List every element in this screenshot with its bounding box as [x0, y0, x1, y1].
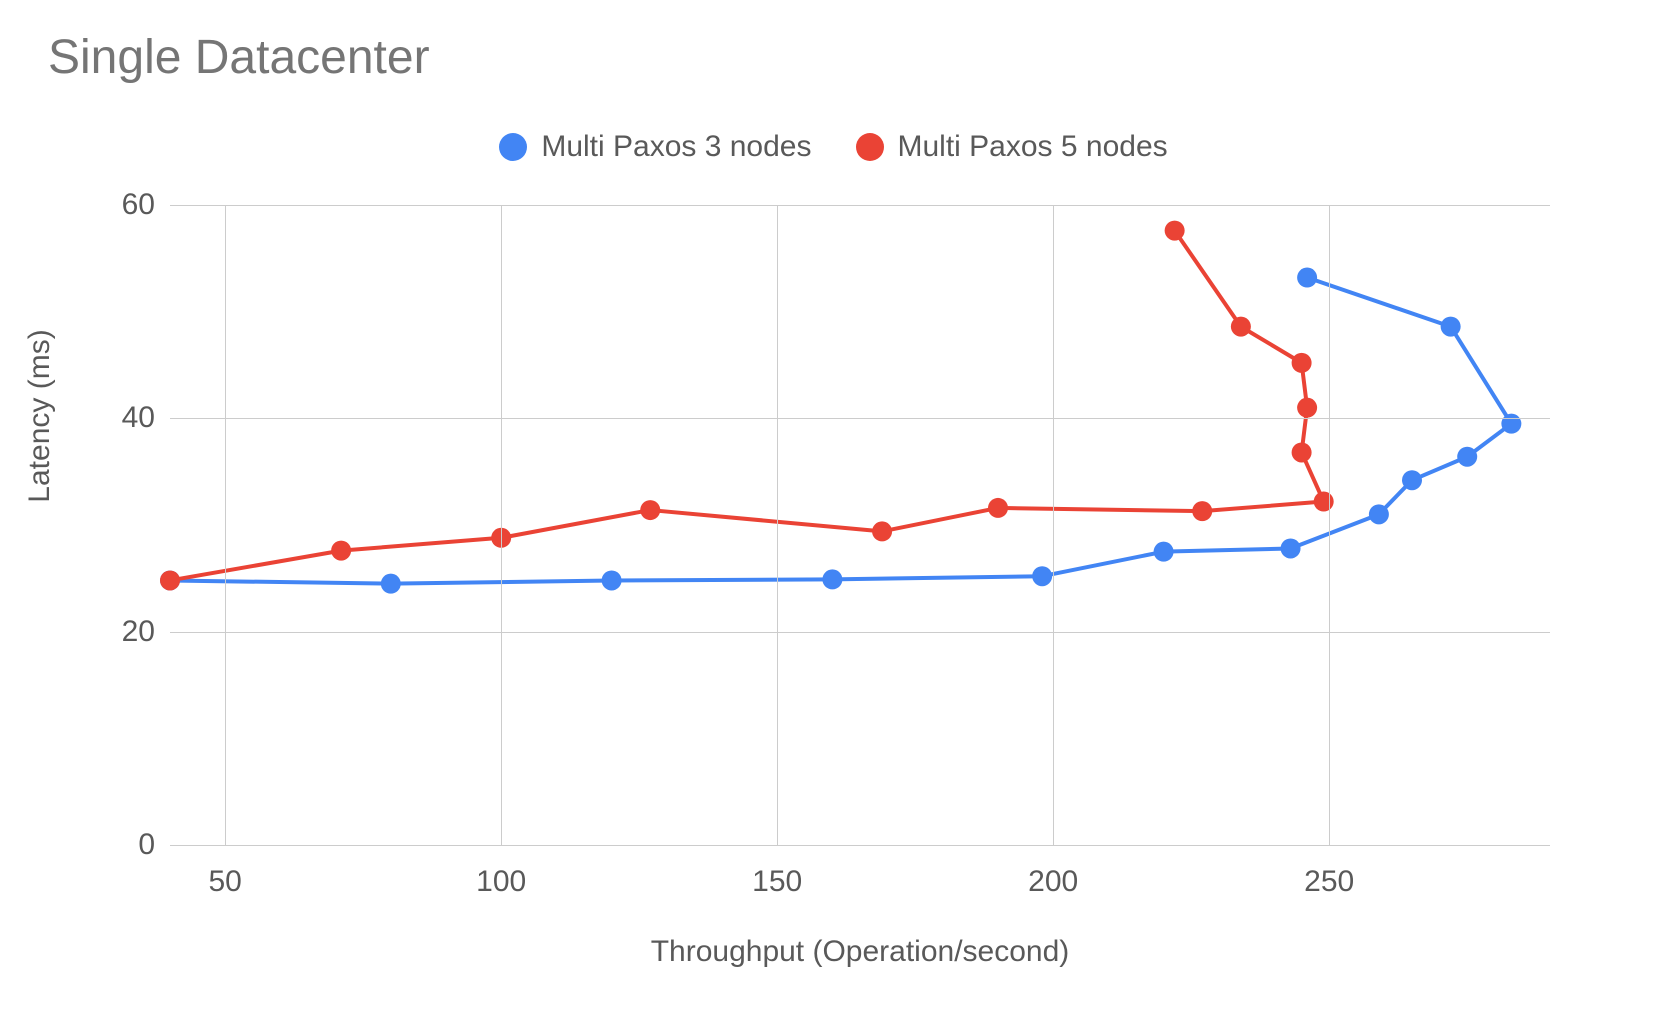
x-tick-label: 250: [1304, 865, 1354, 899]
grid-line-horizontal: [170, 205, 1550, 206]
data-point-marker: [872, 521, 892, 541]
legend-label: Multi Paxos 3 nodes: [541, 130, 811, 164]
x-tick-label: 50: [209, 865, 242, 899]
y-axis-title: Latency (ms): [23, 329, 57, 502]
data-point-marker: [1165, 221, 1185, 241]
plot-area: [170, 205, 1550, 845]
data-point-marker: [640, 500, 660, 520]
grid-line-vertical: [501, 205, 502, 845]
y-tick-label: 40: [95, 401, 155, 435]
data-point-marker: [331, 541, 351, 561]
y-tick-label: 20: [95, 615, 155, 649]
data-point-marker: [1292, 353, 1312, 373]
data-point-marker: [160, 570, 180, 590]
grid-line-horizontal: [170, 632, 1550, 633]
data-point-marker: [1457, 447, 1477, 467]
x-tick-label: 200: [1028, 865, 1078, 899]
x-tick-label: 100: [476, 865, 526, 899]
data-point-marker: [988, 498, 1008, 518]
grid-line-vertical: [777, 205, 778, 845]
data-point-marker: [1154, 542, 1174, 562]
grid-line-vertical: [225, 205, 226, 845]
data-point-marker: [1501, 414, 1521, 434]
data-point-marker: [1369, 504, 1389, 524]
chart-container: Single Datacenter Multi Paxos 3 nodesMul…: [0, 0, 1667, 1031]
grid-line-vertical: [1053, 205, 1054, 845]
data-point-marker: [1402, 470, 1422, 490]
data-point-marker: [1314, 492, 1334, 512]
grid-line-vertical: [1329, 205, 1330, 845]
data-point-marker: [602, 570, 622, 590]
data-point-marker: [1441, 317, 1461, 337]
chart-title: Single Datacenter: [48, 30, 430, 85]
data-point-marker: [1297, 268, 1317, 288]
series-line: [170, 278, 1511, 584]
data-point-marker: [1297, 398, 1317, 418]
series-line: [170, 231, 1324, 581]
data-point-marker: [1231, 317, 1251, 337]
x-tick-label: 150: [752, 865, 802, 899]
legend: Multi Paxos 3 nodes Multi Paxos 5 nodes: [0, 130, 1667, 169]
legend-item: Multi Paxos 5 nodes: [856, 130, 1168, 164]
y-tick-label: 0: [95, 828, 155, 862]
legend-marker-icon: [856, 133, 884, 161]
y-tick-label: 60: [95, 188, 155, 222]
data-point-marker: [822, 569, 842, 589]
data-point-marker: [1281, 538, 1301, 558]
legend-marker-icon: [499, 133, 527, 161]
legend-label: Multi Paxos 5 nodes: [898, 130, 1168, 164]
x-axis-title: Throughput (Operation/second): [651, 935, 1070, 969]
legend-item: Multi Paxos 3 nodes: [499, 130, 811, 164]
data-point-marker: [1032, 566, 1052, 586]
grid-line-horizontal: [170, 418, 1550, 419]
data-point-marker: [1292, 442, 1312, 462]
grid-line-horizontal: [170, 845, 1550, 846]
data-point-marker: [1192, 501, 1212, 521]
data-point-marker: [381, 574, 401, 594]
plot-svg: [170, 205, 1550, 845]
